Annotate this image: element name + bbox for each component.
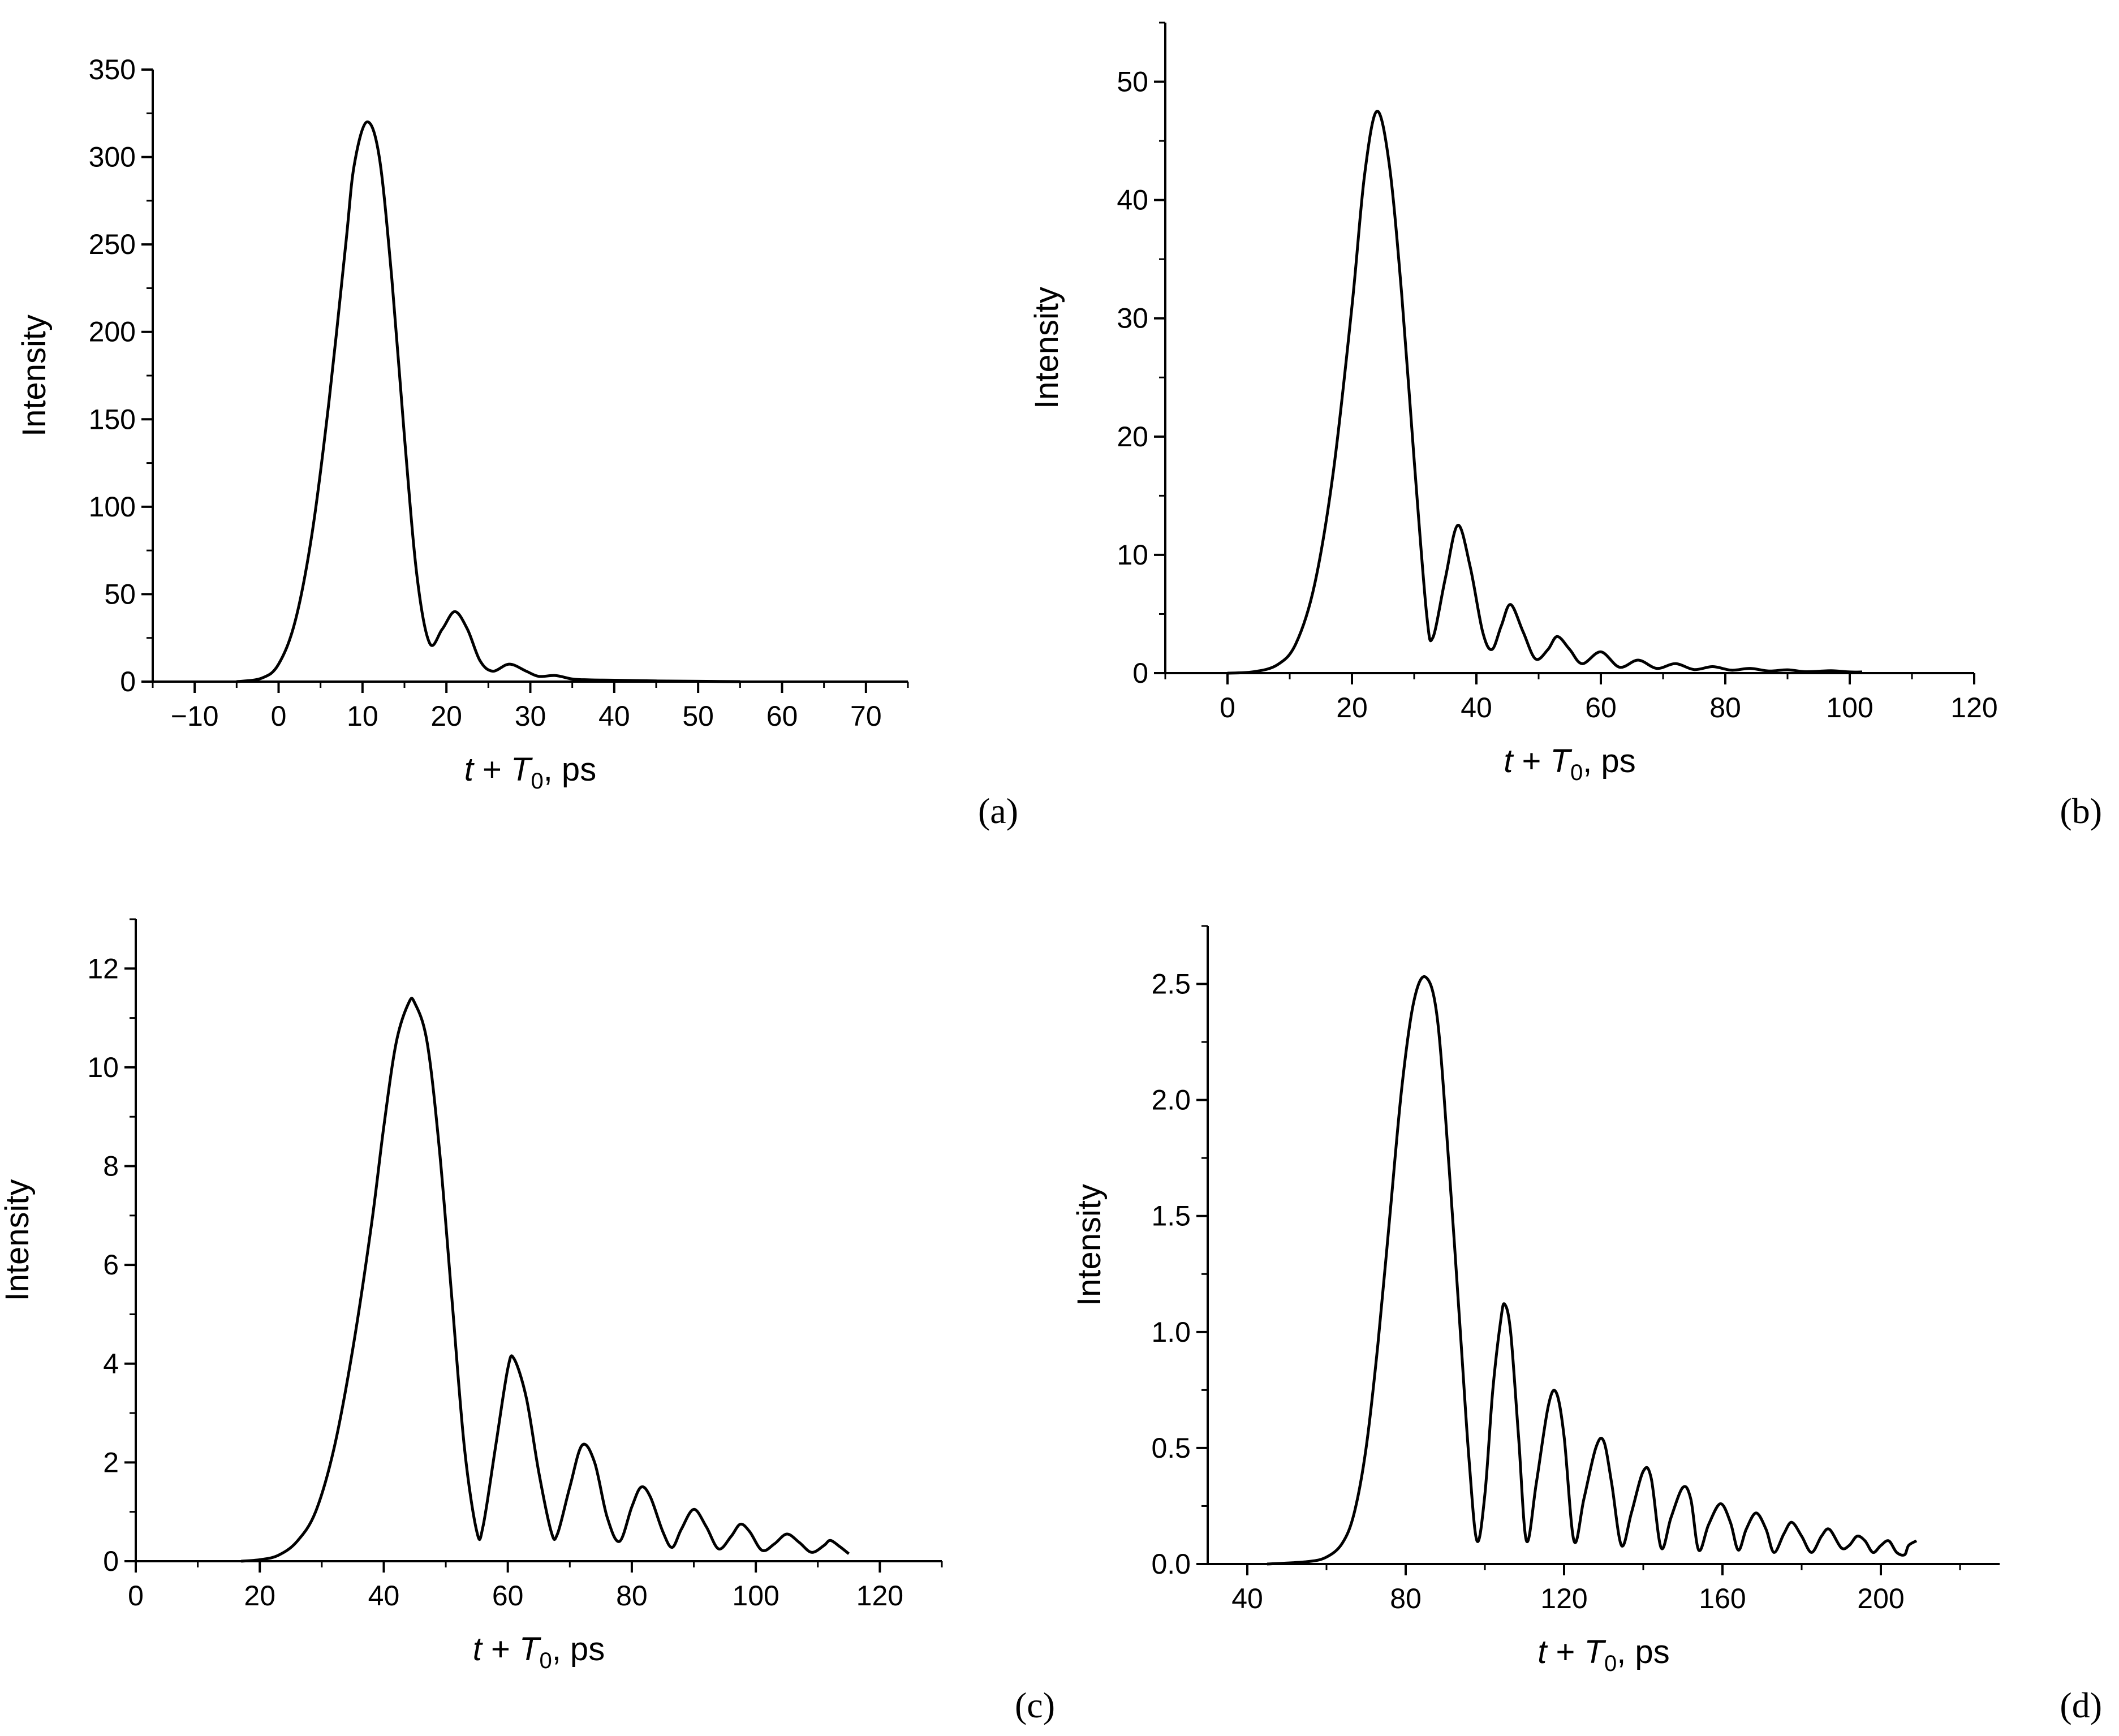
x-tick-label: 120: [1950, 692, 1997, 723]
y-tick-label: 2.5: [1151, 968, 1191, 1000]
y-tick-label: 300: [89, 141, 136, 173]
x-tick-label: 40: [1461, 692, 1492, 723]
panel-label: (b): [2060, 791, 2102, 831]
x-tick-label: 20: [1336, 692, 1368, 723]
y-axis-title: Intensity: [0, 1179, 36, 1302]
x-axis-title-plus: +: [473, 751, 511, 788]
y-tick-label: 50: [104, 578, 136, 610]
x-tick-label: 80: [1709, 692, 1741, 723]
x-tick-label: 160: [1699, 1583, 1746, 1614]
y-axis-title: Intensity: [1071, 1184, 1108, 1306]
x-axis-title-unit: , ps: [1617, 1634, 1670, 1670]
y-tick-label: 30: [1117, 303, 1148, 334]
chart-panel-d: (d) 40 80 120 160 200 0.0 0.5 1.0 1.5 2.0 2.5 t + T…: [1071, 925, 2102, 1725]
x-tick-label: 0: [128, 1580, 144, 1612]
x-tick-label: 60: [766, 700, 798, 732]
x-axis-title-sym: T: [1551, 743, 1573, 779]
x-axis-title-plus: +: [482, 1631, 519, 1668]
x-tick-label: 60: [492, 1580, 524, 1612]
x-tick-label: 40: [368, 1580, 400, 1612]
chart-panel-a: (a) −10 0 10 20 30 40 50 60 70 0 50 100 150 200 250 300…: [16, 54, 1018, 831]
x-axis-title-sym: T: [511, 751, 533, 788]
x-axis-title-plus: +: [1513, 743, 1550, 779]
x-axis-title-plus: +: [1547, 1634, 1584, 1670]
y-tick-label: 6: [103, 1249, 119, 1281]
panel-label: (c): [1015, 1685, 1055, 1725]
y-tick-label: 2.0: [1151, 1084, 1191, 1116]
x-tick-label: 200: [1857, 1583, 1904, 1614]
y-tick-label: 200: [89, 316, 136, 348]
x-tick-label: 120: [1540, 1583, 1587, 1614]
x-tick-label: 120: [856, 1580, 903, 1612]
intensity-curve: [241, 997, 850, 1563]
y-tick-label: 10: [87, 1052, 119, 1083]
x-axis-title-var: t: [464, 751, 475, 788]
x-tick-label: 80: [616, 1580, 648, 1612]
panel-label: (a): [978, 791, 1018, 831]
x-tick-label: 0: [271, 700, 287, 732]
y-tick-label: 2: [103, 1446, 119, 1478]
x-tick-label: 100: [732, 1580, 779, 1612]
x-tick-label: 20: [430, 700, 462, 732]
x-axis-title-sym: T: [519, 1631, 541, 1668]
y-tick-label: 350: [89, 54, 136, 85]
y-tick-label: 0.5: [1151, 1432, 1191, 1464]
y-tick-label: 0: [120, 666, 136, 697]
y-tick-label: 0.0: [1151, 1548, 1191, 1580]
x-axis-title-var: t: [1504, 743, 1514, 779]
y-tick-label: 150: [89, 403, 136, 435]
y-tick-label: 40: [1117, 184, 1148, 216]
x-tick-label: 70: [850, 700, 882, 732]
x-axis-title-unit: , ps: [552, 1631, 605, 1668]
x-tick-label: 100: [1826, 692, 1873, 723]
y-tick-label: 8: [103, 1151, 119, 1182]
x-axis-title-sub: 0: [1604, 1651, 1617, 1676]
y-tick-label: 20: [1117, 421, 1148, 453]
y-tick-label: 0: [103, 1545, 119, 1577]
x-axis-title-var: t: [1537, 1634, 1548, 1670]
y-tick-label: 4: [103, 1348, 119, 1380]
x-tick-label: −10: [171, 700, 219, 732]
y-axis-title: Intensity: [1028, 287, 1065, 409]
x-tick-label: 60: [1585, 692, 1617, 723]
x-tick-label: 30: [515, 700, 546, 732]
x-axis-title-var: t: [473, 1631, 484, 1668]
x-axis-title: t + T0, ps: [473, 1631, 605, 1673]
y-tick-label: 250: [89, 229, 136, 260]
x-tick-label: 40: [1231, 1583, 1263, 1614]
x-axis-title-unit: , ps: [544, 751, 597, 788]
y-tick-label: 1.5: [1151, 1200, 1191, 1232]
y-tick-label: 100: [89, 491, 136, 523]
x-tick-label: 20: [244, 1580, 275, 1612]
x-axis-title: t + T0, ps: [1504, 743, 1635, 785]
x-tick-label: 10: [347, 700, 378, 732]
x-tick-label: 50: [682, 700, 714, 732]
x-axis-title: t + T0, ps: [464, 751, 596, 794]
y-tick-label: 12: [87, 953, 119, 984]
x-tick-label: 80: [1390, 1583, 1422, 1614]
x-axis-title-sub: 0: [531, 769, 543, 794]
panel-label: (d): [2060, 1685, 2102, 1725]
intensity-curve: [236, 120, 740, 683]
x-tick-label: 40: [598, 700, 630, 732]
y-tick-label: 1.0: [1151, 1316, 1191, 1348]
x-axis-title-sub: 0: [539, 1648, 552, 1673]
intensity-curve: [1267, 975, 1918, 1566]
x-tick-label: 0: [1220, 692, 1235, 723]
y-tick-label: 0: [1132, 657, 1148, 689]
x-axis-title-sym: T: [1584, 1634, 1607, 1670]
intensity-curve: [1227, 110, 1863, 675]
x-axis-title-sub: 0: [1570, 760, 1583, 785]
y-tick-label: 50: [1117, 66, 1148, 98]
y-tick-label: 10: [1117, 539, 1148, 571]
x-axis-title: t + T0, ps: [1537, 1634, 1669, 1676]
x-axis-title-unit: , ps: [1583, 743, 1636, 779]
y-axis-title: Intensity: [16, 315, 53, 437]
